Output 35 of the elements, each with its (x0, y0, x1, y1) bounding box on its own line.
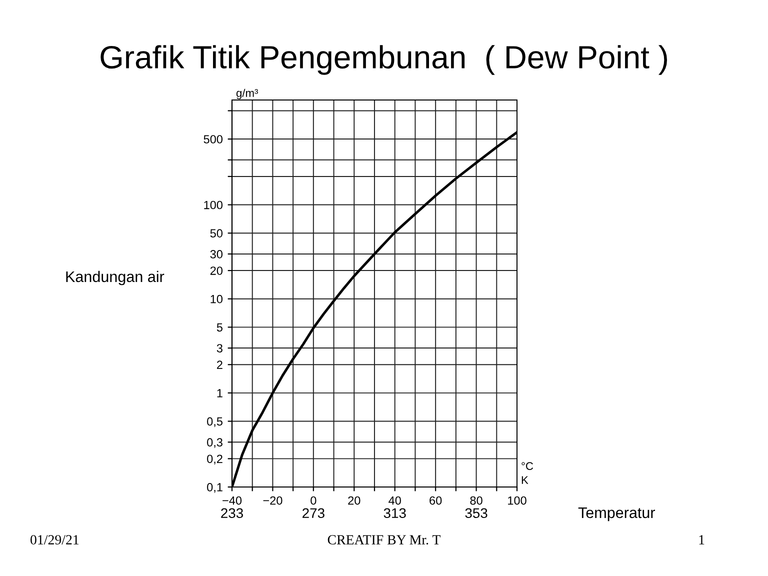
y-tick-label: 10 (210, 294, 223, 304)
text: K (522, 476, 528, 484)
y-tick-label: 0,3 (207, 438, 222, 448)
text: CREATIF BY Mr. T (328, 535, 440, 545)
x-axis-title: Temperatur (578, 507, 656, 522)
y-tick-label: 20 (210, 266, 223, 275)
text: 1 (699, 535, 704, 544)
x-tick-label: 40 (388, 496, 401, 505)
x-tick-label: −20 (263, 496, 282, 505)
x2-tick-label: 233 (221, 508, 243, 518)
text: 01/29/21 (30, 535, 79, 544)
x-tick-label: 60 (430, 496, 442, 505)
x2-tick-label: 313 (384, 508, 406, 518)
y-tick-label: 30 (210, 250, 223, 258)
y-tick-label: 0,2 (207, 454, 222, 464)
y-tick-label: 0,5 (207, 417, 222, 428)
y-tick-label: 100 (204, 200, 223, 210)
x-tick-label: 100 (508, 496, 526, 505)
y-tick-label: 0,1 (207, 483, 222, 493)
x-tick-label: −40 (222, 496, 242, 505)
x2-tick-label: 353 (465, 508, 488, 518)
x2-tick-label: 273 (302, 508, 324, 518)
y-tick-label: 2 (217, 360, 222, 369)
y-axis-title: Kandungan air (66, 270, 164, 286)
y-tick-label: 500 (204, 135, 223, 144)
y-tick-label: 50 (210, 229, 223, 238)
x-tick-label: 80 (470, 496, 482, 505)
chart-title: Grafik Titik Pengembunan ( Dew Point ) (100, 45, 667, 75)
text: g/m³ (236, 88, 258, 100)
text: °C (522, 462, 534, 470)
y-tick-label: 5 (216, 323, 222, 332)
x-tick-label: 20 (348, 496, 360, 505)
y-tick-label: 3 (216, 344, 222, 352)
y-tick-label: 1 (217, 389, 222, 398)
x-tick-label: 0 (310, 496, 316, 505)
